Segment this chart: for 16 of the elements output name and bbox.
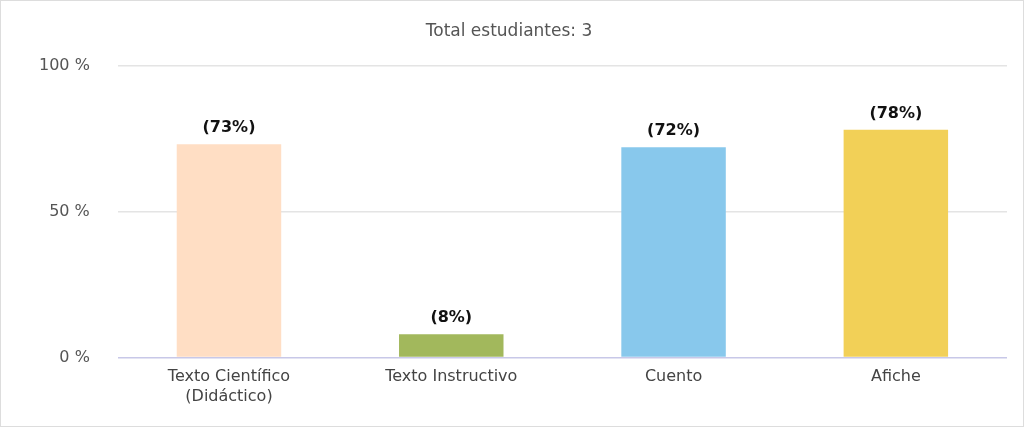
bar bbox=[621, 147, 726, 357]
y-tick-label: 0 % bbox=[59, 346, 90, 366]
x-tick-label: Texto Instructivo bbox=[384, 366, 518, 386]
data-label: (78%) bbox=[869, 102, 923, 122]
x-tick-label: Afiche bbox=[870, 366, 921, 386]
bar bbox=[843, 129, 949, 357]
data-label: (72%) bbox=[647, 120, 701, 140]
x-tick-label: Cuento bbox=[644, 366, 703, 386]
data-label: (73%) bbox=[202, 117, 256, 137]
y-tick-label: 100 % bbox=[39, 54, 90, 74]
x-tick-label: Texto Científico (Didáctico) bbox=[166, 366, 291, 405]
bar bbox=[399, 334, 504, 357]
data-label: (8%) bbox=[430, 307, 473, 327]
y-tick-label: 50 % bbox=[49, 200, 90, 220]
chart-title: Total estudiantes: 3 bbox=[424, 19, 593, 40]
bar bbox=[176, 144, 282, 357]
